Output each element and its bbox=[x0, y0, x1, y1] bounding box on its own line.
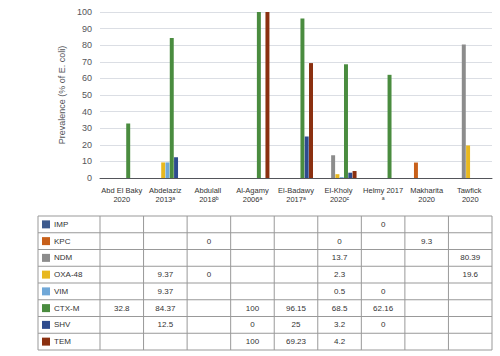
svg-text:Helmy 2017: Helmy 2017 bbox=[363, 186, 403, 195]
svg-text:10: 10 bbox=[82, 156, 92, 166]
svg-text:4.2: 4.2 bbox=[334, 337, 346, 346]
svg-text:32.8: 32.8 bbox=[114, 304, 130, 313]
svg-text:El-Kholy: El-Kholy bbox=[325, 186, 355, 195]
svg-text:NDM: NDM bbox=[54, 253, 73, 262]
svg-text:SHV: SHV bbox=[54, 320, 71, 329]
svg-text:100: 100 bbox=[77, 7, 92, 17]
svg-text:2020: 2020 bbox=[418, 195, 435, 204]
svg-text:Prevalence (% of E. coli): Prevalence (% of E. coli) bbox=[57, 46, 67, 145]
svg-text:0: 0 bbox=[207, 237, 212, 246]
svg-text:9.3: 9.3 bbox=[421, 237, 433, 246]
svg-text:69.23: 69.23 bbox=[286, 337, 307, 346]
svg-text:Makharita: Makharita bbox=[410, 186, 444, 195]
svg-text:2.3: 2.3 bbox=[334, 270, 346, 279]
svg-text:20: 20 bbox=[82, 140, 92, 150]
svg-text:0: 0 bbox=[250, 320, 255, 329]
svg-text:2017ᵃ: 2017ᵃ bbox=[286, 195, 306, 204]
svg-text:TEM: TEM bbox=[54, 337, 71, 346]
svg-text:62.16: 62.16 bbox=[373, 304, 394, 313]
svg-text:CTX-M: CTX-M bbox=[54, 304, 80, 313]
svg-text:0: 0 bbox=[381, 320, 386, 329]
svg-text:Abd El Baky: Abd El Baky bbox=[101, 186, 142, 195]
svg-text:13.7: 13.7 bbox=[332, 253, 348, 262]
svg-text:3.2: 3.2 bbox=[334, 320, 346, 329]
svg-text:0.5: 0.5 bbox=[334, 287, 346, 296]
svg-text:Tawfick: Tawfick bbox=[457, 186, 484, 195]
svg-text:12.5: 12.5 bbox=[158, 320, 174, 329]
svg-text:80.39: 80.39 bbox=[460, 253, 481, 262]
svg-text:Al-Agamy: Al-Agamy bbox=[236, 186, 269, 195]
svg-text:96.15: 96.15 bbox=[286, 304, 307, 313]
svg-text:70: 70 bbox=[82, 57, 92, 67]
svg-text:50: 50 bbox=[82, 90, 92, 100]
svg-text:2006ᵃ: 2006ᵃ bbox=[243, 195, 263, 204]
svg-text:2013ᵃ: 2013ᵃ bbox=[156, 195, 176, 204]
svg-text:0: 0 bbox=[87, 173, 92, 183]
svg-text:60: 60 bbox=[82, 73, 92, 83]
svg-text:0: 0 bbox=[381, 220, 386, 229]
svg-text:19.6: 19.6 bbox=[462, 270, 478, 279]
svg-text:El-Badawy: El-Badawy bbox=[278, 186, 314, 195]
svg-text:Abdelaziz: Abdelaziz bbox=[149, 186, 182, 195]
svg-text:2020: 2020 bbox=[462, 195, 479, 204]
svg-text:KPC: KPC bbox=[54, 237, 71, 246]
svg-text:0: 0 bbox=[381, 287, 386, 296]
svg-text:30: 30 bbox=[82, 123, 92, 133]
svg-text:68.5: 68.5 bbox=[332, 304, 348, 313]
svg-text:84.37: 84.37 bbox=[155, 304, 176, 313]
svg-text:Abdulall: Abdulall bbox=[194, 186, 223, 195]
svg-text:0: 0 bbox=[207, 270, 212, 279]
svg-text:2018ᵇ: 2018ᵇ bbox=[199, 195, 219, 204]
svg-text:9.37: 9.37 bbox=[158, 270, 174, 279]
svg-text:ᵃ: ᵃ bbox=[382, 195, 385, 204]
svg-text:100: 100 bbox=[246, 337, 260, 346]
svg-text:VIM: VIM bbox=[54, 287, 69, 296]
svg-text:0: 0 bbox=[337, 237, 342, 246]
svg-text:2020: 2020 bbox=[113, 195, 130, 204]
svg-text:90: 90 bbox=[82, 24, 92, 34]
svg-text:100: 100 bbox=[246, 304, 260, 313]
svg-text:9.37: 9.37 bbox=[158, 287, 174, 296]
svg-text:40: 40 bbox=[82, 107, 92, 117]
svg-text:OXA-48: OXA-48 bbox=[54, 270, 83, 279]
svg-text:2020ᶜ: 2020ᶜ bbox=[330, 195, 350, 204]
svg-text:IMP: IMP bbox=[54, 220, 68, 229]
svg-text:80: 80 bbox=[82, 40, 92, 50]
svg-text:25: 25 bbox=[292, 320, 301, 329]
